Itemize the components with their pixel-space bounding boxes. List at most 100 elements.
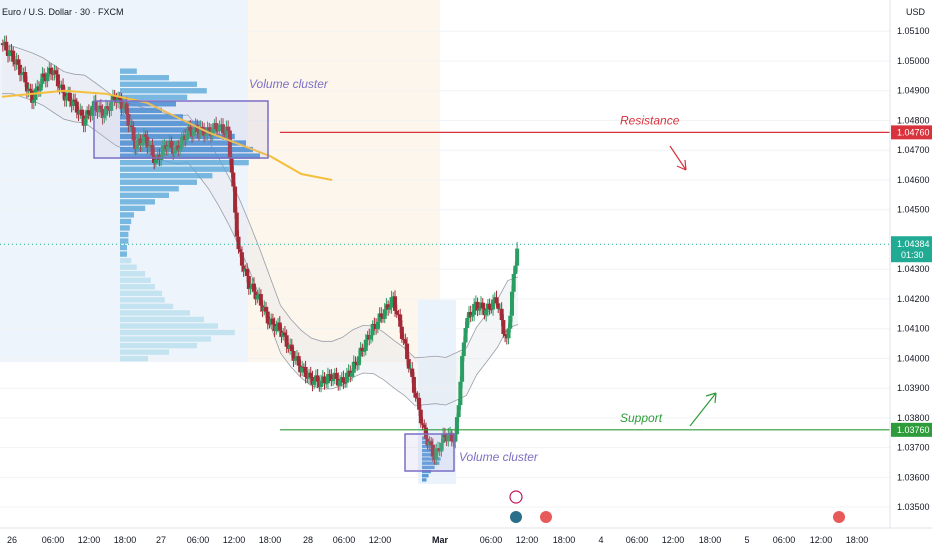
candle-body (184, 134, 189, 141)
candle-body (23, 71, 28, 83)
candle-body (49, 67, 54, 74)
candle-body (124, 103, 129, 114)
volume-profile-bar (422, 457, 441, 461)
candle-body (231, 172, 236, 187)
candle-body (325, 374, 330, 384)
time-tick-label: Mar (432, 535, 449, 545)
candle-body (141, 134, 146, 144)
candle-body (121, 108, 126, 110)
candle-body (429, 441, 434, 445)
candle-body (399, 326, 404, 339)
price-tick-label: 1.04700 (897, 145, 930, 155)
candle-body (265, 311, 270, 324)
candle-body (337, 380, 342, 386)
candle-body (406, 359, 411, 369)
candle-body (405, 343, 410, 360)
candle-body (24, 82, 29, 92)
volume-profile-bar (120, 342, 197, 349)
candle-body (341, 377, 346, 383)
time-tick-label: 06:00 (333, 535, 356, 545)
time-tick-label: 4 (598, 535, 603, 545)
candle-body (434, 448, 439, 460)
time-tick-label: 18:00 (259, 535, 282, 545)
volume-cluster-box (93, 100, 269, 159)
candle-body (379, 313, 384, 318)
candle-body (16, 59, 21, 65)
candle-body (210, 129, 215, 136)
candle-body (351, 361, 356, 373)
time-tick-label: 27 (156, 535, 166, 545)
candle-body (484, 309, 489, 316)
time-tick-label: 18:00 (699, 535, 722, 545)
volume-profile-bar (120, 264, 137, 270)
candle-body (239, 252, 244, 266)
volume-profile-bar (120, 297, 165, 303)
candle-body (31, 100, 36, 103)
candle-body (73, 99, 78, 102)
candle-body (430, 444, 435, 457)
candle-body (214, 123, 219, 130)
candle-body (370, 323, 375, 336)
candle-body (19, 73, 24, 76)
volume-cluster-label: Volume cluster (459, 450, 539, 464)
candle-body (456, 405, 461, 418)
candle-body (160, 145, 165, 157)
candle-body (98, 105, 103, 110)
candle-body (334, 373, 339, 379)
volume-profile-bar (422, 444, 436, 449)
candle-body (30, 90, 35, 103)
candle-body (61, 84, 66, 93)
candle-body (226, 126, 231, 131)
candle-body (463, 327, 468, 343)
volume-profile-bar (120, 133, 235, 140)
candle-body (45, 73, 50, 82)
time-tick-label: 12:00 (369, 535, 392, 545)
candle-body (458, 381, 463, 406)
candle-body (64, 96, 69, 101)
time-tick-label: 18:00 (114, 535, 137, 545)
price-candles (0, 35, 520, 466)
time-tick-label: 12:00 (223, 535, 246, 545)
lightning-icon (509, 490, 523, 504)
time-tick-label: 18:00 (553, 535, 576, 545)
candle-body (310, 377, 315, 385)
us-flag-icon (833, 511, 845, 523)
candle-body (494, 297, 499, 304)
time-tick-label: 06:00 (626, 535, 649, 545)
time-tick-label: 12:00 (662, 535, 685, 545)
candle-body (7, 50, 12, 57)
volume-profile-bar (120, 75, 169, 81)
candle-body (289, 344, 294, 351)
volume-profile-bar (120, 303, 174, 310)
candle-body (360, 347, 365, 352)
time-tick-label: 26 (7, 535, 17, 545)
candle-body (207, 127, 212, 131)
candle-body (205, 127, 210, 135)
volume-profile-bar (120, 218, 132, 225)
candle-body (475, 301, 480, 311)
candle-body (413, 392, 418, 398)
volume-profile-bar (120, 127, 218, 133)
price-tick-label: 1.04900 (897, 86, 930, 96)
currency-label: USD (906, 7, 926, 17)
candle-body (515, 248, 520, 266)
candle-body (308, 372, 313, 378)
range-highlight-orange (248, 0, 440, 362)
candle-body (217, 124, 222, 132)
candle-body (296, 356, 301, 366)
candle-body (222, 133, 227, 135)
candle-body (135, 140, 140, 149)
candle-body (420, 423, 425, 425)
candle-body (246, 276, 251, 290)
volume-profile-bar (120, 94, 188, 100)
candle-body (227, 130, 232, 158)
chart-backgrounds (0, 0, 456, 484)
candle-body (382, 309, 387, 319)
time-tick-label: 12:00 (78, 535, 101, 545)
volume-profile-bar (120, 277, 151, 283)
candle-body (93, 101, 98, 111)
candle-body (403, 339, 408, 344)
candle-body (329, 374, 334, 382)
volume-profile-bar (422, 478, 427, 482)
candle-body (387, 307, 392, 310)
